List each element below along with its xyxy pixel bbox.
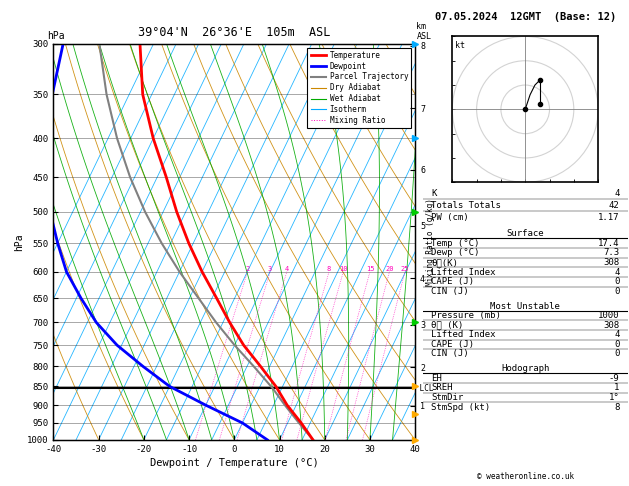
Text: 8: 8 — [327, 266, 331, 272]
Text: Pressure (mb): Pressure (mb) — [431, 311, 501, 320]
Text: 1°: 1° — [609, 393, 620, 402]
Text: Lifted Index: Lifted Index — [431, 330, 496, 339]
Text: 0: 0 — [614, 349, 620, 358]
Text: 3: 3 — [268, 266, 272, 272]
Text: θᴇ (K): θᴇ (K) — [431, 321, 463, 330]
Text: 15: 15 — [365, 266, 374, 272]
Text: 4: 4 — [614, 330, 620, 339]
Legend: Temperature, Dewpoint, Parcel Trajectory, Dry Adiabat, Wet Adiabat, Isotherm, Mi: Temperature, Dewpoint, Parcel Trajectory… — [308, 48, 411, 128]
Text: SREH: SREH — [431, 383, 452, 392]
Text: CIN (J): CIN (J) — [431, 287, 469, 296]
X-axis label: Dewpoint / Temperature (°C): Dewpoint / Temperature (°C) — [150, 458, 319, 468]
Text: -9: -9 — [609, 374, 620, 382]
Text: 8: 8 — [614, 403, 620, 412]
Text: 308: 308 — [603, 258, 620, 267]
Text: θᴇ(K): θᴇ(K) — [431, 258, 458, 267]
Y-axis label: hPa: hPa — [14, 233, 25, 251]
Text: 1.17: 1.17 — [598, 213, 620, 222]
Text: 25: 25 — [401, 266, 409, 272]
Text: © weatheronline.co.uk: © weatheronline.co.uk — [477, 472, 574, 481]
Text: 4: 4 — [285, 266, 289, 272]
Text: 1000: 1000 — [598, 311, 620, 320]
Text: Most Unstable: Most Unstable — [490, 302, 560, 311]
Text: 07.05.2024  12GMT  (Base: 12): 07.05.2024 12GMT (Base: 12) — [435, 12, 616, 22]
Text: 4: 4 — [614, 268, 620, 277]
Text: Hodograph: Hodograph — [501, 364, 549, 373]
Text: CIN (J): CIN (J) — [431, 349, 469, 358]
Text: Totals Totals: Totals Totals — [431, 201, 501, 210]
Text: 7.3: 7.3 — [603, 248, 620, 257]
Text: 10: 10 — [339, 266, 347, 272]
Text: kt: kt — [455, 41, 465, 50]
Text: LCL: LCL — [415, 384, 433, 393]
Text: Dewp (°C): Dewp (°C) — [431, 248, 479, 257]
Text: Surface: Surface — [506, 229, 544, 238]
Text: StmDir: StmDir — [431, 393, 463, 402]
Text: EH: EH — [431, 374, 442, 382]
Text: CAPE (J): CAPE (J) — [431, 278, 474, 286]
Text: Temp (°C): Temp (°C) — [431, 239, 479, 247]
Text: hPa: hPa — [47, 31, 65, 41]
Text: 0: 0 — [614, 287, 620, 296]
Text: 17.4: 17.4 — [598, 239, 620, 247]
Text: K: K — [431, 189, 437, 198]
Text: 39°04'N  26°36'E  105m  ASL: 39°04'N 26°36'E 105m ASL — [138, 26, 330, 39]
Text: 2: 2 — [245, 266, 250, 272]
Text: StmSpd (kt): StmSpd (kt) — [431, 403, 490, 412]
Text: PW (cm): PW (cm) — [431, 213, 469, 222]
Text: Lifted Index: Lifted Index — [431, 268, 496, 277]
Text: Mixing Ratio (g/kg): Mixing Ratio (g/kg) — [426, 198, 435, 286]
Text: 4: 4 — [614, 189, 620, 198]
Text: 42: 42 — [609, 201, 620, 210]
Text: 20: 20 — [385, 266, 394, 272]
Text: 0: 0 — [614, 278, 620, 286]
Text: 308: 308 — [603, 321, 620, 330]
Text: CAPE (J): CAPE (J) — [431, 340, 474, 349]
Text: 0: 0 — [614, 340, 620, 349]
Text: 1: 1 — [614, 383, 620, 392]
Text: km
ASL: km ASL — [416, 22, 431, 41]
